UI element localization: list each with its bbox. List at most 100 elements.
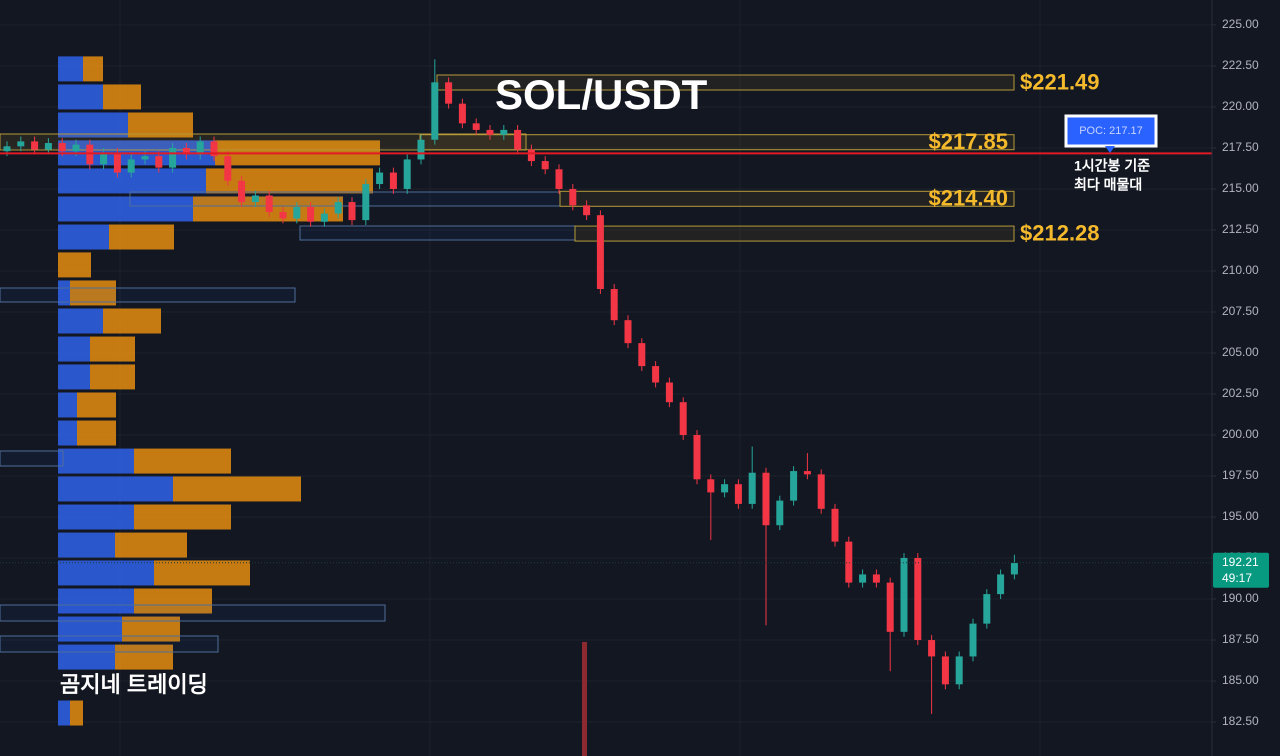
- profile-bar: [134, 504, 231, 530]
- poc-label: POC: 217.17: [1079, 125, 1143, 137]
- candle-body: [817, 474, 825, 509]
- y-tick-label: 207.50: [1222, 304, 1259, 318]
- y-tick-label: 195.00: [1222, 509, 1259, 523]
- candle-body: [58, 143, 66, 152]
- candle-body: [500, 129, 508, 135]
- profile-bar: [206, 168, 373, 194]
- profile-bar: [90, 336, 135, 362]
- profile-bar: [115, 644, 173, 670]
- candle-body: [224, 156, 232, 181]
- poc-pointer: [1105, 146, 1115, 153]
- profile-bar: [128, 112, 193, 138]
- poc-note: 최다 매물대: [1074, 177, 1142, 193]
- zone-label: $221.49: [1020, 69, 1100, 94]
- profile-bar: [103, 308, 161, 334]
- candle-body: [707, 479, 715, 493]
- candle-body: [44, 143, 52, 150]
- profile-bar: [173, 476, 301, 502]
- candle-body: [983, 594, 991, 624]
- candle-body: [445, 82, 453, 104]
- candle-body: [955, 656, 963, 685]
- candle-body: [859, 574, 867, 583]
- zones: $221.49 $217.85 $214.40 $212.28: [419, 69, 1100, 245]
- range-box: [299, 225, 576, 241]
- profile-bar: [77, 392, 116, 418]
- candle-body: [265, 195, 273, 212]
- y-tick-label: 182.50: [1222, 714, 1259, 728]
- profile-bar: [58, 588, 134, 614]
- profile-bar: [77, 420, 116, 446]
- profile-bar: [58, 84, 103, 110]
- candle-body: [665, 382, 673, 403]
- zone-label: $214.40: [928, 186, 1008, 211]
- watermark: 곰지네 트레이딩: [60, 672, 208, 697]
- candle-body: [403, 159, 411, 189]
- volume-spike: [582, 642, 587, 756]
- candle-body: [831, 508, 839, 542]
- profile-bar: [109, 224, 174, 250]
- candle-body: [928, 640, 936, 657]
- candle-body: [941, 656, 949, 685]
- profile-bar: [58, 644, 115, 670]
- profile-bar: [58, 308, 103, 334]
- y-tick-label: 205.00: [1222, 345, 1259, 359]
- candle-body: [845, 541, 853, 583]
- range-box: [0, 635, 219, 653]
- profile-bar: [58, 112, 128, 138]
- candle-body: [431, 82, 439, 140]
- zone-box: [419, 134, 1015, 151]
- profile-bar: [83, 56, 103, 82]
- candle-body: [541, 161, 549, 170]
- candle-body: [238, 180, 246, 203]
- candle-body: [3, 146, 11, 152]
- range-boxes: [0, 133, 576, 653]
- candle-body: [790, 471, 798, 501]
- zone-label: $212.28: [1020, 220, 1100, 245]
- candle-body: [320, 213, 328, 222]
- candle-body: [376, 172, 384, 185]
- y-tick-label: 185.00: [1222, 673, 1259, 687]
- candle-body: [31, 141, 39, 150]
- poc-box: [1064, 114, 1158, 148]
- countdown-label: 49:17: [1222, 571, 1252, 585]
- candle-body: [141, 156, 149, 160]
- candle-body: [362, 184, 370, 221]
- range-box: [0, 133, 527, 151]
- candle-body: [803, 471, 811, 475]
- candle-body: [969, 623, 977, 657]
- candle-body: [334, 202, 342, 214]
- candle-body: [762, 472, 770, 526]
- candle-body: [734, 484, 742, 504]
- candle-body: [583, 205, 591, 216]
- profile-bar: [58, 252, 91, 278]
- profile-bar: [58, 560, 154, 586]
- candle-body: [417, 139, 425, 160]
- y-tick-label: 212.50: [1222, 222, 1259, 236]
- candle-body: [569, 188, 577, 206]
- zone-box: [559, 190, 1015, 207]
- y-tick-label: 215.00: [1222, 181, 1259, 195]
- profile-bar: [58, 168, 206, 194]
- y-tick-label: 210.00: [1222, 263, 1259, 277]
- candle-body: [693, 434, 701, 480]
- profile-bar: [58, 532, 115, 558]
- y-tick-label: 200.00: [1222, 427, 1259, 441]
- y-tick-label: 187.50: [1222, 632, 1259, 646]
- candle-body: [17, 141, 25, 147]
- range-box: [129, 191, 561, 207]
- candle-body: [113, 152, 121, 173]
- profile-bar: [70, 700, 83, 726]
- candle-body: [307, 207, 315, 222]
- candle-body: [610, 289, 618, 321]
- profile-bar: [58, 448, 134, 474]
- y-tick-label: 220.00: [1222, 99, 1259, 113]
- y-tick-label: 225.00: [1222, 17, 1259, 31]
- zone-label: $217.85: [928, 129, 1008, 154]
- candle-body: [196, 141, 204, 155]
- profile-bar: [58, 56, 83, 82]
- profile-bar: [58, 700, 70, 726]
- y-tick-label: 217.50: [1222, 140, 1259, 154]
- candle-body: [900, 558, 908, 632]
